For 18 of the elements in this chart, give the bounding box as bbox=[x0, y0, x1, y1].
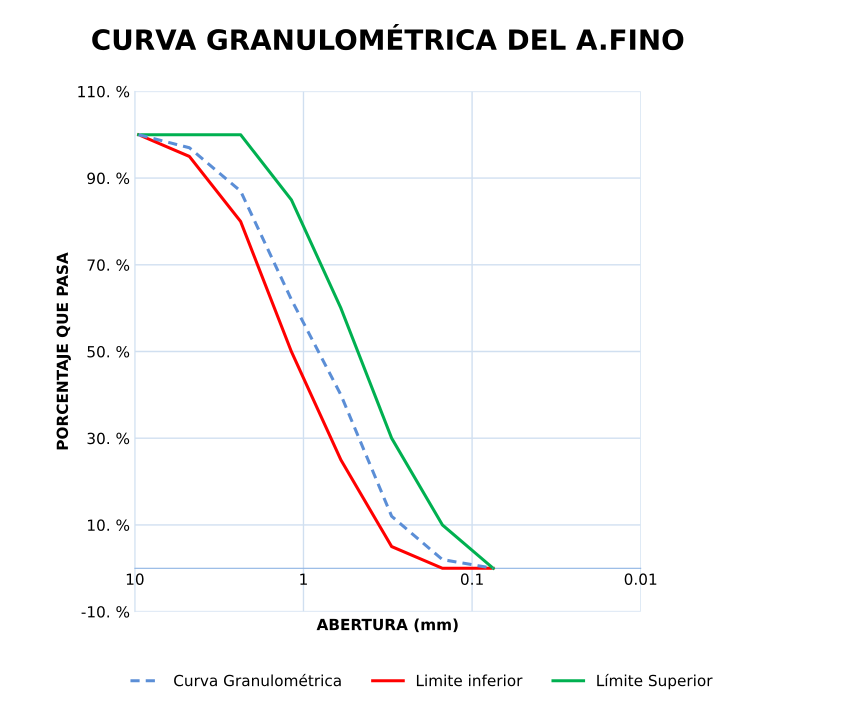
y-tick-label: 50. % bbox=[88, 346, 130, 358]
y-tick-label: 110. % bbox=[78, 86, 130, 98]
y-axis-title: PORCENTAJE QUE PASA bbox=[56, 252, 71, 450]
y-tick-label: 90. % bbox=[87, 172, 130, 184]
x-tick-label: 0.01 bbox=[624, 573, 656, 585]
chart-title: CURVA GRANULOMÉTRICA DEL A.FINO bbox=[92, 24, 684, 50]
x-tick-label: 1 bbox=[300, 574, 307, 585]
x-axis-title: ABERTURA (mm) bbox=[316, 618, 458, 632]
y-tick-label: 10. % bbox=[88, 519, 130, 531]
legend-label: Curva Granulométrica bbox=[174, 674, 341, 686]
y-tick-label: -10. % bbox=[82, 606, 130, 618]
legend-label: Limite inferior bbox=[416, 674, 522, 686]
legend-label: Límite Superior bbox=[597, 674, 713, 690]
y-tick-label: 30. % bbox=[88, 432, 130, 444]
y-tick-label: 70. % bbox=[88, 259, 130, 271]
x-tick-label: 10 bbox=[126, 573, 144, 585]
x-tick-label: 0.1 bbox=[460, 573, 483, 585]
line-series bbox=[137, 133, 495, 570]
